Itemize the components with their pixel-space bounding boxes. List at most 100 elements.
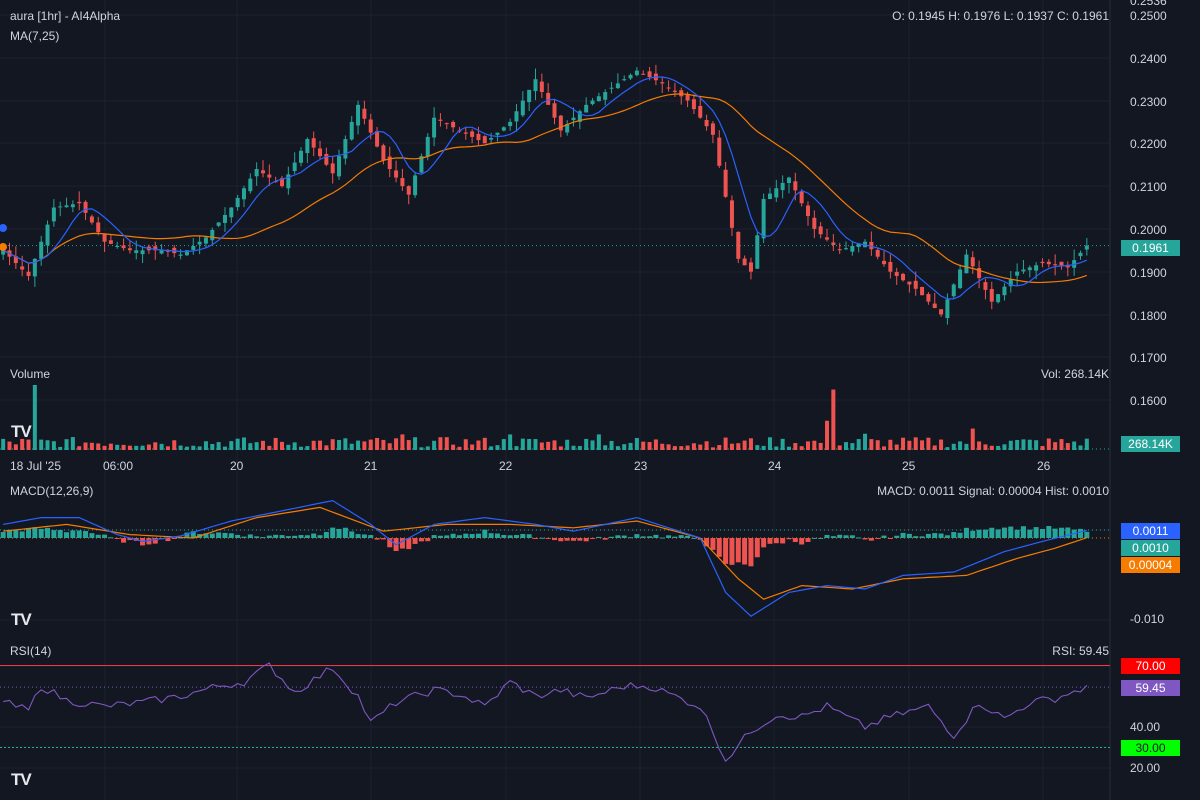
candle-body	[723, 169, 728, 197]
macd-badge: 0.0011	[1121, 523, 1180, 539]
candle-body	[1002, 286, 1007, 296]
macd-hist-bar	[919, 536, 925, 538]
candle-body	[96, 222, 101, 233]
candle-body	[812, 217, 817, 229]
volume-bar	[546, 441, 551, 450]
volume-bar	[989, 445, 994, 450]
macd-hist-bar	[1039, 528, 1045, 538]
candle-body	[584, 104, 589, 113]
macd-hist-bar	[1008, 526, 1014, 538]
macd-hist-bar	[780, 538, 786, 544]
volume-bar	[603, 445, 608, 450]
tradingview-logo: TV	[11, 422, 32, 441]
candle-body	[755, 235, 760, 269]
price-axis-label: 0.1600	[1130, 394, 1167, 408]
volume-bar	[964, 443, 969, 450]
macd-hist-bar	[900, 532, 906, 538]
price-axis-label: 0.2100	[1130, 180, 1167, 194]
candle-body	[825, 237, 830, 240]
volume-bar	[958, 441, 963, 450]
macd-hist-bar	[868, 538, 874, 541]
volume-bar	[786, 446, 791, 450]
candle-body	[368, 119, 373, 133]
candle-body	[406, 186, 411, 195]
volume-bar	[375, 437, 380, 450]
macd-hist-bar	[1084, 531, 1090, 538]
time-axis-label: 26	[1037, 459, 1051, 473]
macd-hist-bar	[494, 533, 500, 538]
macd-hist-bar	[818, 537, 824, 539]
rsi-upper-badge: 70.00	[1121, 658, 1180, 674]
volume-bar	[590, 440, 595, 450]
candle-body	[470, 131, 475, 137]
volume-bar	[495, 445, 500, 450]
candle-body	[413, 175, 418, 196]
candle-body	[254, 169, 259, 177]
candle-body	[425, 136, 430, 157]
macd-hist-bar	[748, 538, 754, 567]
volume-bar	[229, 441, 234, 450]
macd-hist-bar	[856, 537, 862, 539]
candle-body	[444, 123, 449, 125]
volume-bar	[89, 442, 94, 450]
candle-body	[235, 197, 240, 208]
volume-bar	[1015, 440, 1020, 450]
volume-bar	[381, 439, 386, 450]
volume-bar	[311, 440, 316, 450]
candle-body	[558, 115, 563, 131]
volume-bar	[628, 442, 633, 450]
candle-body	[622, 79, 627, 81]
macd-readout: MACD: 0.0011 Signal: 0.00004 Hist: 0.001…	[877, 484, 1109, 498]
macd-hist-bar	[647, 536, 653, 538]
volume-bar	[83, 442, 88, 450]
macd-histogram	[0, 525, 1090, 567]
macd-hist-bar	[995, 529, 1001, 538]
volume-bar	[413, 437, 418, 450]
volume-bar	[292, 442, 297, 450]
candle-body	[989, 288, 994, 302]
candle-body	[343, 139, 348, 159]
macd-hist-bar	[583, 538, 589, 542]
macd-hist-bar	[913, 536, 919, 538]
macd-hist-bar	[577, 538, 583, 541]
volume-bar	[134, 445, 139, 450]
volume-bar	[615, 446, 620, 450]
candle-body	[615, 83, 620, 89]
macd-hist-bar	[691, 537, 697, 539]
macd-hist-bar	[590, 538, 596, 539]
candle-body	[932, 303, 937, 309]
volume-bar	[691, 443, 696, 450]
macd-hist-bar	[729, 538, 735, 565]
macd-hist-bar	[666, 535, 672, 538]
volume-bar	[723, 437, 728, 450]
volume-bar	[153, 442, 158, 450]
volume-bar	[20, 438, 25, 450]
volume-bar	[172, 440, 177, 450]
candle-body	[1040, 261, 1045, 264]
ma7-line	[2, 76, 1088, 300]
volume-bar	[755, 445, 760, 450]
macd-hist-bar	[178, 537, 184, 539]
macd-hist-bar	[32, 527, 38, 538]
candle-body	[666, 87, 671, 89]
candle-body	[520, 100, 525, 116]
candle-body	[856, 243, 861, 247]
volume-bar	[913, 437, 918, 450]
macd-hist-bar	[963, 527, 969, 538]
candle-body	[337, 156, 342, 177]
volume-bar	[647, 442, 652, 450]
macd-hist-bar	[849, 535, 855, 538]
macd-hist-bar	[862, 538, 868, 540]
candle-body	[127, 248, 132, 251]
volume-bar	[577, 446, 582, 450]
volume-bar	[286, 444, 291, 450]
candle-body	[875, 249, 880, 257]
macd-hist-bar	[824, 534, 830, 538]
macd-hist-bar	[273, 534, 279, 538]
macd-hist-bar	[488, 533, 494, 538]
candle-body	[140, 250, 145, 255]
candle-body	[882, 260, 887, 265]
volume-bar	[191, 445, 196, 450]
candle-body	[419, 156, 424, 173]
